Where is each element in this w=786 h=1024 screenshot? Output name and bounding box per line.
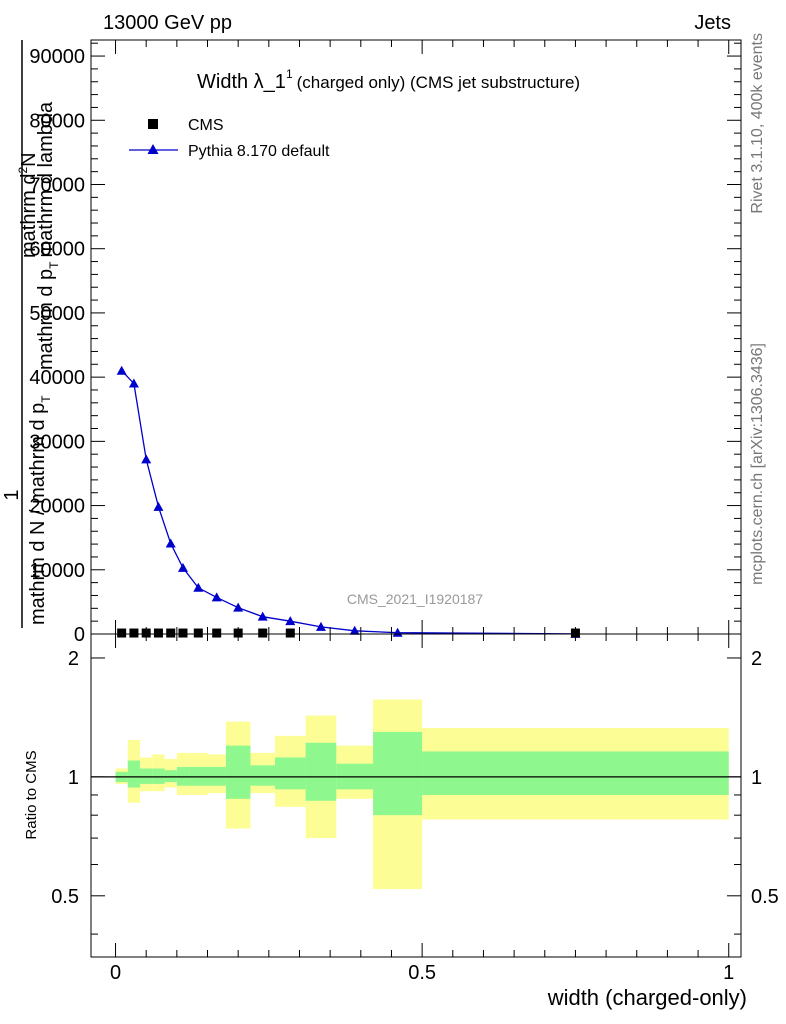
main-panel-content (116, 365, 581, 638)
legend-pythia-marker (147, 144, 159, 154)
x-tick-label: 0 (110, 962, 121, 984)
cms-point (285, 628, 295, 638)
header-right: Jets (694, 12, 731, 34)
ratio-y-tick-label-right: 1 (751, 767, 762, 789)
cms-point (153, 628, 163, 638)
y-tick-label: 60000 (29, 239, 85, 261)
x-tick-label: 1 (723, 962, 734, 984)
cms-point (166, 628, 176, 638)
side-label-version: Rivet 3.1.10, 400k events (749, 33, 766, 214)
x-tick-label: 0.5 (408, 962, 436, 984)
y-tick-label: 20000 (29, 496, 85, 518)
ratio-y-tick-label-right: 2 (751, 648, 762, 670)
pythia-point (285, 616, 296, 626)
plot-title-main: Width λ_1 (197, 71, 286, 93)
ratio-frame (90, 633, 742, 958)
ylabel-den-bottom: mathrm d N / mathrm d pT (27, 395, 53, 625)
pythia-point (116, 365, 127, 375)
ratio-band-inner (274, 757, 306, 790)
ratio-band-inner (164, 770, 177, 783)
pythia-point (177, 562, 188, 572)
pythia-point (233, 602, 244, 612)
pythia-point (349, 625, 360, 635)
y-tick-label: 50000 (29, 303, 85, 325)
y-tick-label: 80000 (29, 110, 85, 132)
analysis-watermark: CMS_2021_I1920187 (347, 591, 483, 607)
y-tick-label: 0 (74, 624, 85, 646)
pythia-point (128, 378, 139, 388)
header-left: 13000 GeV pp (103, 12, 232, 34)
y-tick-label: 90000 (29, 46, 85, 68)
pythia-point (141, 454, 152, 464)
main-panel-axes: 0 10000 20000 30000 40000 50000 60000 70000 8000… (29, 39, 742, 646)
ratio-y-tick-label: 2 (68, 648, 79, 670)
ratio-band-inner (305, 742, 337, 801)
pythia-point (211, 592, 222, 602)
legend-pythia-label: Pythia 8.170 default (188, 143, 330, 160)
ratio-y-axis-label: Ratio to CMS (23, 750, 40, 839)
pythia-point (257, 611, 268, 621)
ylabel-num-top: mathrm d2N (16, 152, 40, 258)
y-tick-label: 70000 (29, 174, 85, 196)
cms-point (178, 628, 188, 638)
ratio-band-inner (250, 765, 275, 786)
y-tick-label: 30000 (29, 431, 85, 453)
plot-title-suffix: (charged only) (CMS jet substructure) (297, 73, 580, 92)
cms-point (117, 628, 127, 638)
ylabel-den-top: mathrm d pTmathrm d lambda (35, 101, 61, 370)
ratio-panel-axes: 0.5 0.5 1 1 2 2 0 0.5 1 (51, 633, 779, 984)
pythia-point (165, 538, 176, 548)
cms-point (193, 628, 203, 638)
pythia-point (315, 621, 326, 631)
side-label-source: mcplots.cern.ch [arXiv:1306.3436] (749, 343, 766, 585)
legend-cms-marker (148, 119, 158, 129)
pythia-point (153, 501, 164, 511)
ratio-band-inner (140, 768, 153, 784)
ratio-y-tick-label: 0.5 (51, 886, 79, 908)
pythia-point (193, 582, 204, 592)
x-axis-label: width (charged-only) (547, 985, 747, 1010)
ratio-y-tick-label: 1 (68, 767, 79, 789)
legend-cms-label: CMS (188, 117, 224, 134)
plot-title-sup: 1 (286, 67, 293, 81)
plot-title: Width λ_11 (charged only) (CMS jet substr… (197, 67, 580, 93)
ratio-band-inner (373, 731, 423, 816)
main-y-axis-label: mathrm d2N mathrm d pTmathrm d lambda 1 … (1, 40, 61, 628)
legend: CMS Pythia 8.170 default (129, 117, 330, 160)
y-tick-label: 10000 (29, 560, 85, 582)
ratio-y-tick-label-right: 0.5 (751, 886, 779, 908)
cms-point (258, 628, 268, 638)
cms-point (212, 628, 222, 638)
ratio-band-inner (152, 768, 165, 784)
y-tick-label: 40000 (29, 367, 85, 389)
ratio-band-inner (127, 760, 141, 788)
ratio-band-inner (422, 751, 729, 795)
cms-point (129, 628, 139, 638)
ratio-panel-content (91, 699, 741, 890)
ratio-band-inner (225, 745, 251, 799)
ylabel-one: 1 (1, 489, 23, 500)
